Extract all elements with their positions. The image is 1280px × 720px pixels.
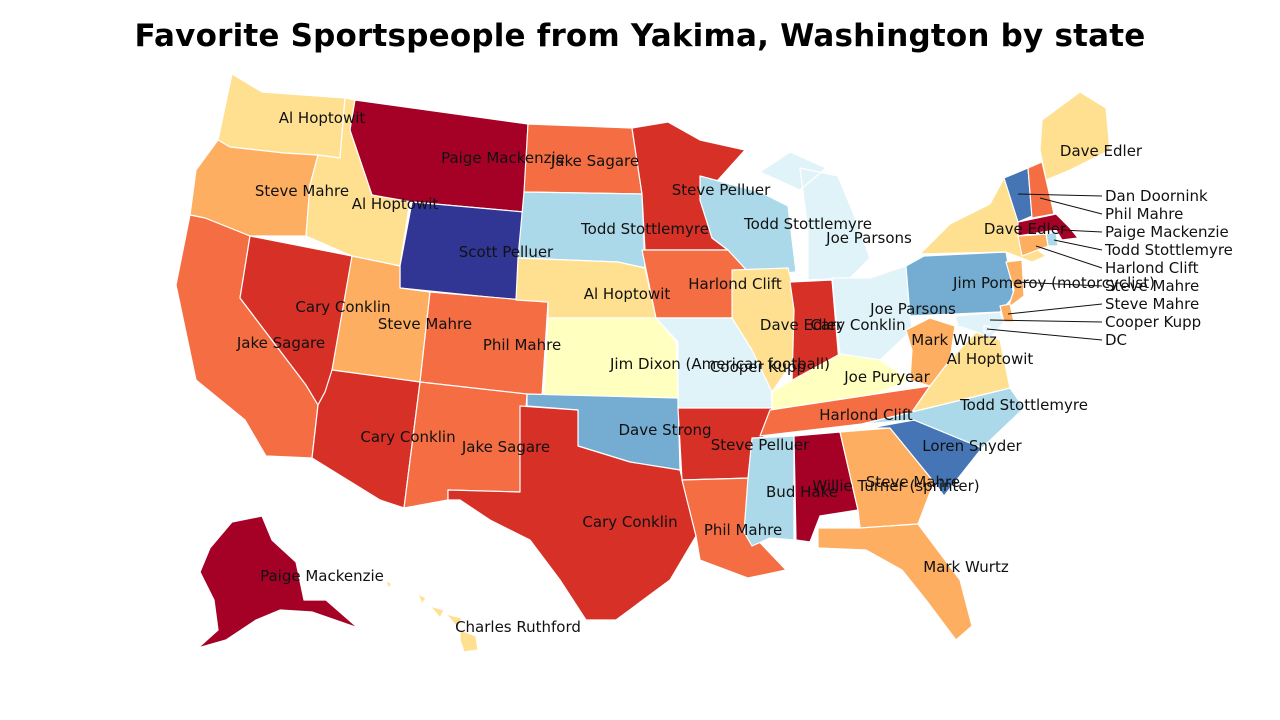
label-ND: Jake Sagare [550,152,639,170]
state-MD[interactable] [954,311,1005,339]
label-UT: Steve Mahre [378,315,472,333]
label-CA: Jake Sagare [236,334,325,352]
label-RI: Todd Stottlemyre [1104,241,1233,259]
state-NJ[interactable] [1005,259,1025,309]
state-HI[interactable] [385,579,479,653]
state-MI[interactable] [759,151,871,281]
label-MD: Cooper Kupp [1105,313,1201,331]
label-MN: Steve Pelluer [672,181,771,199]
label-DC: DC [1105,331,1127,349]
label-VT: Dan Doornink [1105,187,1208,205]
label-MO: Cooper Kupp [710,358,806,376]
label-NJ: Steve Mahre [1105,277,1199,295]
label-LA: Phil Mahre [704,521,782,539]
state-CT[interactable] [1017,233,1049,257]
label-AK: Paige Mackenzie [260,567,384,585]
label-VA: Al Hoptowit [947,350,1034,368]
label-TX: Cary Conklin [582,513,677,531]
state-FL[interactable] [817,523,973,641]
label-AL: Willie Turner (sprinter) [812,477,979,495]
leader-lines [986,193,1103,341]
label-SC: Loren Snyder [922,437,1022,455]
label-WI: Todd Stottlemyre [743,215,872,233]
label-OR: Steve Mahre [255,182,349,200]
label-CT: Harlond Clift [1105,259,1199,277]
label-ME: Dave Edler [1060,142,1143,160]
state-AK[interactable] [197,515,359,649]
label-MT: Paige Mackenzie [441,149,565,167]
state-IL[interactable] [731,267,797,393]
label-HI: Charles Ruthford [455,618,581,636]
label-NV: Cary Conklin [295,298,390,316]
state-DE[interactable] [999,303,1015,323]
label-MS: Bud Hake [766,483,838,501]
label-WV: Mark Wurtz [911,331,997,349]
state-ME[interactable] [1039,91,1111,181]
label-ID: Al Hoptowit [352,195,439,213]
label-KY: Joe Puryear [843,368,930,386]
label-NE: Al Hoptowit [584,285,671,303]
label-KS: Jim Dixon (American football) [609,355,830,373]
label-IN: Cary Conklin [810,316,905,334]
label-WY: Scott Pelluer [459,243,554,261]
label-NY: Dave Edler [984,220,1067,238]
label-AR: Steve Pelluer [711,436,810,454]
label-WA: Al Hoptowit [279,109,366,127]
label-SD: Todd Stottlemyre [580,220,709,238]
label-MI: Joe Parsons [825,229,912,247]
state-KS[interactable] [543,317,679,399]
state-WV[interactable] [905,317,956,387]
label-OK: Dave Strong [618,421,711,439]
label-NH: Phil Mahre [1105,205,1183,223]
label-CO: Phil Mahre [483,336,561,354]
label-FL: Mark Wurtz [923,558,1009,576]
label-DE: Steve Mahre [1105,295,1199,313]
label-MA: Paige Mackenzie [1105,223,1229,241]
state-TX[interactable] [447,405,697,621]
label-AZ: Cary Conklin [360,428,455,446]
label-GA: Steve Mahre [866,473,960,491]
label-OH: Joe Parsons [869,300,956,318]
map-title: Favorite Sportspeople from Yakima, Washi… [134,18,1146,54]
label-TN: Harlond Clift [819,406,913,424]
label-PA: Jim Pomeroy (motorcyclist) [952,274,1155,292]
label-NC: Todd Stottlemyre [959,396,1088,414]
label-IA: Harlond Clift [688,275,782,293]
label-NM: Jake Sagare [461,438,550,456]
label-IL: Dave Edler [760,316,843,334]
